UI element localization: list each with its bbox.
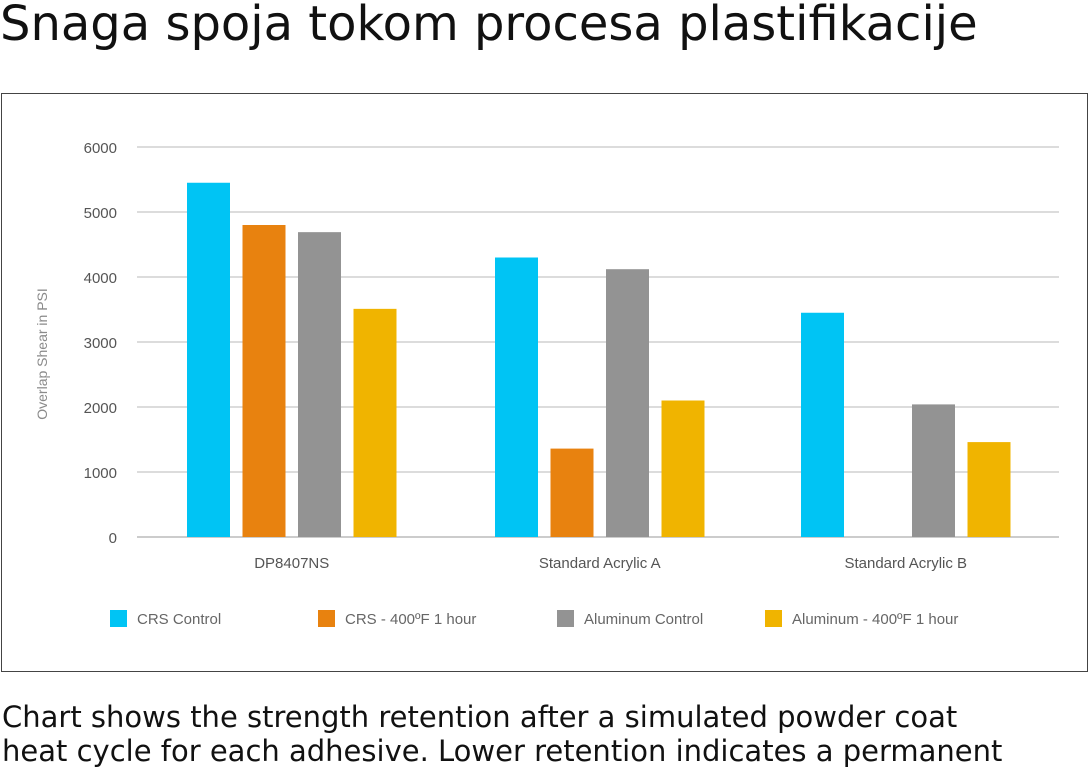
y-tick-label: 2000 — [84, 400, 117, 417]
chart-caption: Chart shows the strength retention after… — [2, 700, 1090, 768]
legend-swatch — [318, 610, 335, 627]
x-category-label: Standard Acrylic A — [539, 555, 661, 572]
legend-swatch — [557, 610, 574, 627]
legend-swatch — [110, 610, 127, 627]
bar — [661, 400, 705, 537]
page-title: Snaga spoja tokom procesa plastifikacije — [0, 0, 978, 52]
legend-label: CRS - 400ºF 1 hour — [345, 611, 476, 628]
y-tick-label: 0 — [109, 530, 117, 547]
bar — [353, 308, 397, 537]
legend-label: CRS Control — [137, 611, 221, 628]
chart-frame: 0 1000 2000 3000 4000 5000 6000 Overlap Shear i… — [1, 93, 1088, 672]
bar — [801, 312, 844, 537]
bar — [550, 448, 594, 537]
legend-label: Aluminum Control — [584, 611, 703, 628]
x-category-label: Standard Acrylic B — [844, 555, 967, 572]
bar — [606, 269, 649, 537]
y-axis-label: Overlap Shear in PSI — [34, 288, 50, 420]
bar — [298, 232, 341, 537]
bar — [187, 182, 230, 537]
y-tick-label: 1000 — [84, 465, 117, 482]
legend-label: Aluminum - 400ºF 1 hour — [792, 611, 958, 628]
y-tick-label: 4000 — [84, 270, 117, 287]
bar — [967, 442, 1011, 537]
bar-chart: 0 1000 2000 3000 4000 5000 6000 Overlap Shear i… — [34, 140, 1059, 628]
x-category-label: DP8407NS — [254, 555, 329, 572]
y-tick-label: 3000 — [84, 335, 117, 352]
bar — [242, 225, 286, 537]
y-tick-label: 5000 — [84, 205, 117, 222]
bar — [912, 404, 955, 537]
bar — [495, 257, 538, 537]
caption-line-2: heat cycle for each adhesive. Lower rete… — [2, 734, 1003, 768]
y-tick-label: 6000 — [84, 140, 117, 157]
legend-swatch — [765, 610, 782, 627]
caption-line-1: Chart shows the strength retention after… — [2, 700, 958, 734]
